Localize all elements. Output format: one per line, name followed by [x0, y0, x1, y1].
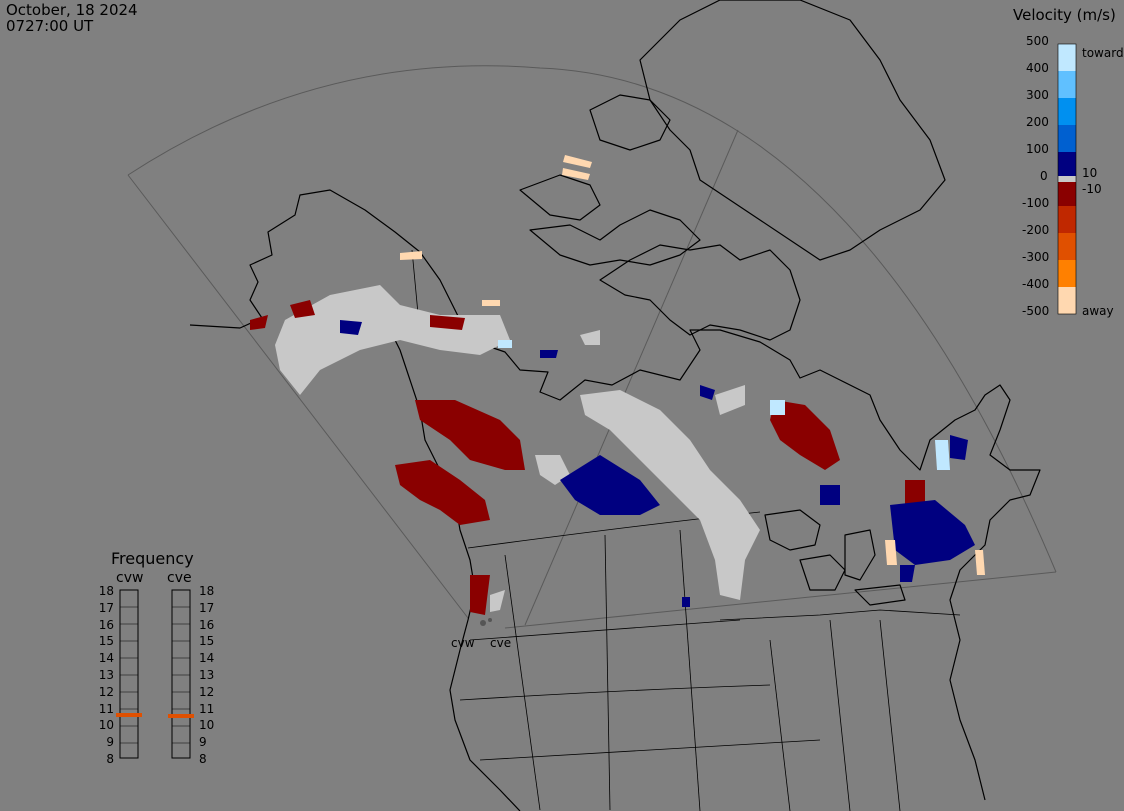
coastlines — [189, 0, 1041, 811]
frequency-level-left: 12 — [98, 684, 114, 699]
fov-outline — [127, 65, 1057, 629]
velocity-tick-500: 500 — [1026, 34, 1049, 48]
radar-site-cvw — [480, 620, 486, 626]
frequency-level-left: 16 — [98, 617, 114, 632]
velocity-tick-100: 100 — [1026, 142, 1049, 156]
velocity-tick-neg100: -100 — [1022, 196, 1050, 210]
velocity-colorbar — [1057, 43, 1077, 315]
frequency-level-left: 8 — [106, 752, 114, 766]
radar-label-cvw: cvw — [451, 636, 475, 650]
frequency-marker-cvw — [116, 713, 142, 717]
radar-site-cve — [488, 618, 492, 622]
frequency-level-right: 9 — [199, 735, 207, 750]
velocity-legend-title: Velocity (m/s) — [1013, 6, 1116, 24]
frequency-panels — [119, 589, 191, 759]
borders — [411, 249, 961, 811]
frequency-level-left: 18 — [98, 584, 114, 598]
frequency-col-right: cve — [167, 570, 192, 586]
frequency-level-right: 12 — [199, 684, 215, 699]
ground-scatter-cells — [275, 285, 760, 612]
velocity-tick-0: 0 — [1040, 169, 1048, 183]
velocity-label-pos10: 10 — [1082, 166, 1098, 180]
velocity-tick-neg500: -500 — [1022, 304, 1050, 318]
frequency-marker-cve — [168, 714, 194, 718]
frequency-level-right: 17 — [199, 600, 215, 615]
velocity-label-away: away — [1082, 304, 1114, 318]
velocity-label-neg10: -10 — [1082, 182, 1102, 196]
frequency-level-left: 17 — [98, 600, 114, 615]
frequency-level-left: 15 — [98, 634, 114, 649]
frequency-level-left: 13 — [98, 668, 114, 682]
velocity-tick-neg300: -300 — [1022, 250, 1050, 264]
date-label: October, 18 2024 — [6, 1, 138, 19]
velocity-tick-400: 400 — [1026, 61, 1049, 75]
frequency-level-left: 10 — [98, 718, 114, 733]
frequency-level-right: 10 — [199, 718, 215, 733]
radar-sites — [480, 618, 492, 626]
frequency-level-left: 11 — [98, 701, 114, 716]
frequency-level-right: 11 — [199, 701, 215, 716]
frequency-level-left: 9 — [106, 735, 114, 750]
frequency-level-right: 8 — [199, 752, 207, 766]
velocity-label-toward: toward — [1082, 46, 1124, 60]
frequency-level-left: 14 — [98, 651, 114, 666]
negative-velocity-cells — [250, 300, 925, 615]
radar-label-cve: cve — [490, 636, 512, 650]
frequency-level-right: 14 — [199, 651, 215, 666]
frequency-level-right: 13 — [199, 668, 215, 682]
frequency-level-right: 16 — [199, 617, 215, 632]
velocity-tick-200: 200 — [1026, 115, 1049, 129]
extreme-velocity-cells — [400, 155, 985, 575]
frequency-title: Frequency — [111, 549, 194, 568]
positive-velocity-cells — [340, 320, 975, 607]
velocity-tick-neg200: -200 — [1022, 223, 1050, 237]
frequency-level-right: 18 — [199, 584, 215, 598]
time-label: 0727:00 UT — [6, 17, 94, 35]
frequency-col-left: cvw — [116, 570, 144, 586]
velocity-tick-neg400: -400 — [1022, 277, 1050, 291]
frequency-level-right: 15 — [199, 634, 215, 649]
velocity-tick-300: 300 — [1026, 88, 1049, 102]
